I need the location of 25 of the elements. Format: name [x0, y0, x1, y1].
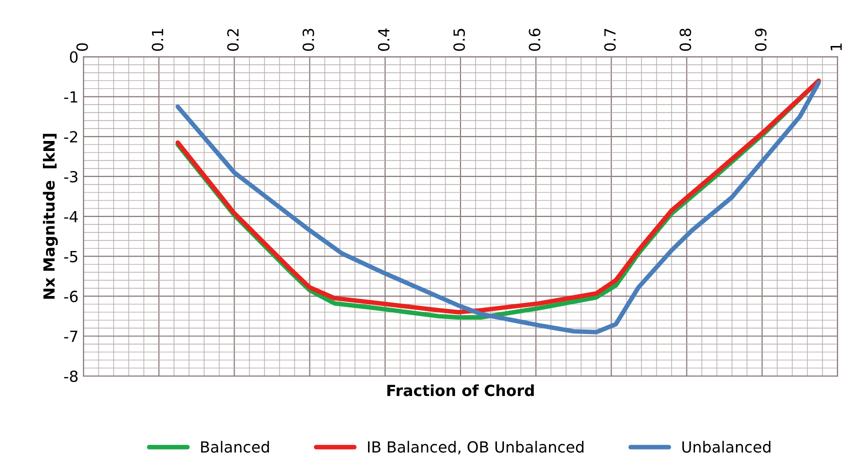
- x-tick-label: 0.7: [604, 28, 616, 51]
- x-tick-label: 1: [830, 44, 842, 50]
- x-tick-label: 0.3: [302, 28, 314, 51]
- y-tick-label: -5: [64, 250, 78, 262]
- legend-label: Balanced: [201, 440, 269, 453]
- x-tick-label: 0.8: [680, 28, 692, 51]
- x-tick-label: 0.5: [453, 28, 465, 51]
- y-tick-label: -8: [64, 370, 78, 382]
- y-tick-label: -7: [64, 330, 78, 342]
- legend-label: Unbalanced: [682, 440, 770, 453]
- x-tick-label: 0.1: [152, 29, 164, 51]
- x-tick-label: 0.2: [227, 29, 239, 51]
- x-tick-label: 0.9: [754, 28, 767, 51]
- y-tick-label: -4: [64, 211, 78, 222]
- x-tick-label: 0.4: [378, 28, 390, 51]
- x-tick-label: 0: [76, 43, 88, 51]
- y-tick-label: -3: [64, 170, 78, 183]
- legend-label: IB Balanced, OB Unbalanced: [368, 440, 584, 454]
- y-tick-label: 0: [70, 51, 78, 63]
- x-axis-title: Fraction of Chord: [387, 384, 534, 396]
- y-tick-label: -2: [64, 131, 78, 142]
- x-tick-label: 0.6: [528, 28, 540, 51]
- y-tick-label: -6: [64, 290, 78, 302]
- y-tick-label: -1: [64, 91, 78, 102]
- y-axis-title: Nx Magnitude [kN]: [42, 134, 58, 299]
